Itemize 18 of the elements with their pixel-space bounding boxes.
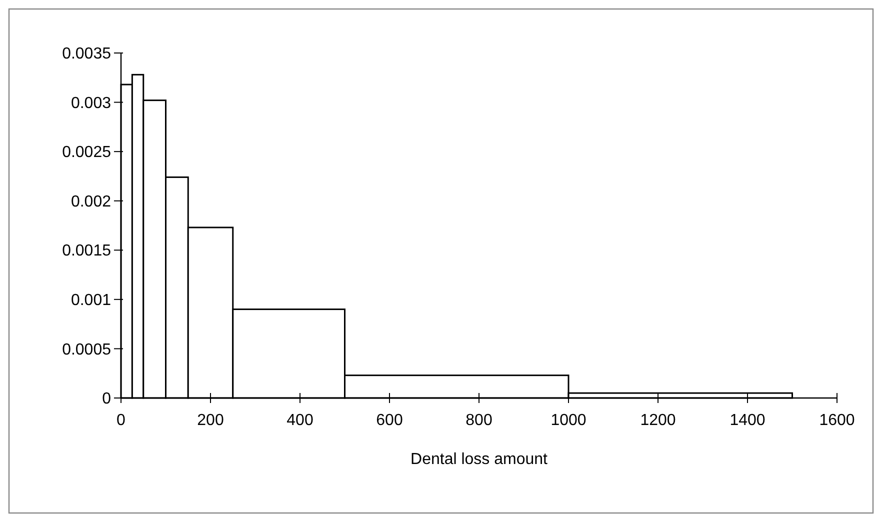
x-tick-label: 1400 — [730, 412, 766, 429]
y-tick-label: 0.001 — [70, 292, 112, 310]
y-tick-label: 0.002 — [70, 193, 112, 210]
x-tick-label: 600 — [376, 412, 403, 429]
y-tick-label: 0.0025 — [62, 144, 112, 162]
x-tick-label: 1600 — [819, 412, 855, 429]
x-tick-label: 0 — [116, 412, 126, 429]
x-tick-label: 200 — [197, 412, 224, 429]
y-tick-label: 0 — [102, 390, 112, 408]
x-tick-label: 1000 — [550, 412, 586, 429]
x-axis-title: Dental loss amount — [410, 451, 548, 468]
x-tick-label: 800 — [466, 412, 492, 429]
y-tick-label: 0.0015 — [62, 242, 112, 260]
y-tick-label: 0.0005 — [62, 341, 112, 358]
x-tick-label: 1200 — [640, 412, 676, 429]
y-tick-label: 0.0035 — [62, 46, 112, 63]
y-tick-label: 0.003 — [70, 94, 112, 112]
x-tick-label: 400 — [286, 412, 314, 429]
